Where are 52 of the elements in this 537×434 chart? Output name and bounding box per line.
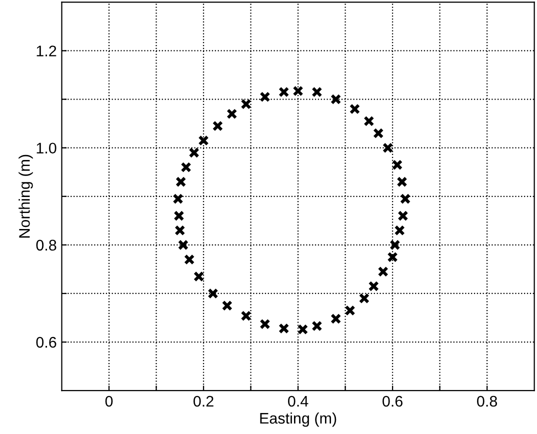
point — [184, 254, 195, 265]
x-tick-label: 0.2 — [194, 396, 214, 407]
point — [172, 193, 184, 204]
point — [278, 86, 290, 98]
point — [178, 240, 189, 250]
point — [390, 240, 400, 250]
x-axis-title: Easting (m) — [260, 412, 336, 427]
point — [373, 128, 384, 139]
y-tick-label: 1.0 — [36, 142, 56, 154]
point — [222, 300, 232, 311]
point — [400, 193, 411, 204]
y-tick-label: 0.8 — [36, 240, 56, 251]
point — [208, 288, 218, 299]
x-tick-label: 0.4 — [288, 396, 308, 407]
point — [240, 98, 252, 110]
point — [174, 225, 186, 236]
point — [174, 210, 184, 222]
y-tick-label: 0.6 — [36, 336, 56, 348]
point — [212, 120, 224, 132]
point — [344, 305, 356, 316]
point — [396, 176, 408, 188]
y-tick-label: 1.2 — [36, 46, 56, 56]
point — [297, 324, 308, 335]
point — [398, 210, 408, 222]
point — [382, 142, 394, 154]
x-tick-label: 0.6 — [382, 396, 402, 407]
point — [260, 92, 270, 102]
point — [226, 108, 238, 120]
point — [278, 323, 290, 334]
point — [193, 271, 204, 282]
point — [349, 104, 360, 114]
point — [180, 162, 192, 173]
point — [378, 266, 388, 277]
point — [198, 135, 209, 146]
point — [364, 116, 374, 126]
point — [188, 147, 200, 158]
point — [292, 86, 304, 96]
point — [312, 320, 322, 332]
point — [387, 252, 398, 262]
point — [368, 280, 379, 292]
x-tick-label: 0.8 — [477, 396, 498, 407]
point — [176, 176, 186, 188]
point — [240, 310, 252, 322]
point — [312, 86, 322, 98]
x-tick-label: 0 — [105, 396, 113, 407]
point — [330, 313, 342, 324]
point — [394, 225, 405, 236]
point — [330, 94, 342, 105]
y-axis-title: Northing (m) — [18, 154, 33, 238]
point — [358, 293, 370, 304]
point — [392, 159, 403, 170]
point — [260, 318, 270, 330]
